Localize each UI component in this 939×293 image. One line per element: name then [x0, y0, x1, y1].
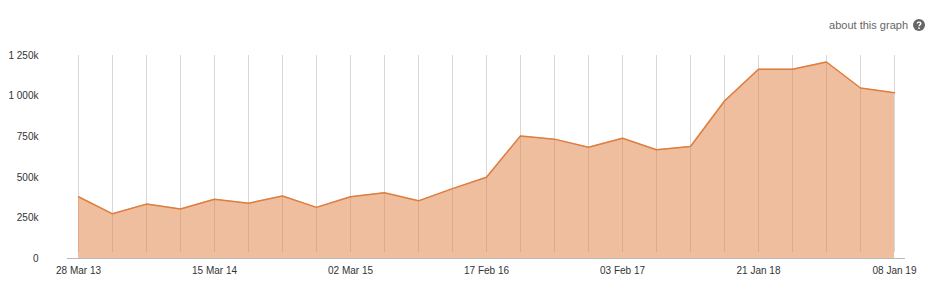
html-text:about this graph: about this graph: [829, 19, 908, 31]
svg-text:250k: 250k: [17, 212, 40, 223]
svg-text:08 Jan 19: 08 Jan 19: [873, 265, 917, 276]
svg-text:17 Feb 16: 17 Feb 16: [464, 265, 509, 276]
svg-text:28 Mar 13: 28 Mar 13: [56, 265, 101, 276]
svg-text:1 250k: 1 250k: [8, 50, 39, 61]
svg-text:21 Jan 18: 21 Jan 18: [737, 265, 781, 276]
svg-text:03 Feb 17: 03 Feb 17: [600, 265, 645, 276]
svg-text:15 Mar 14: 15 Mar 14: [192, 265, 237, 276]
svg-text:02 Mar 15: 02 Mar 15: [328, 265, 373, 276]
svg-text:500k: 500k: [17, 172, 40, 183]
svg-text:750k: 750k: [17, 131, 40, 142]
svg-text:1 000k: 1 000k: [8, 90, 39, 101]
svg-text:0: 0: [33, 253, 39, 264]
